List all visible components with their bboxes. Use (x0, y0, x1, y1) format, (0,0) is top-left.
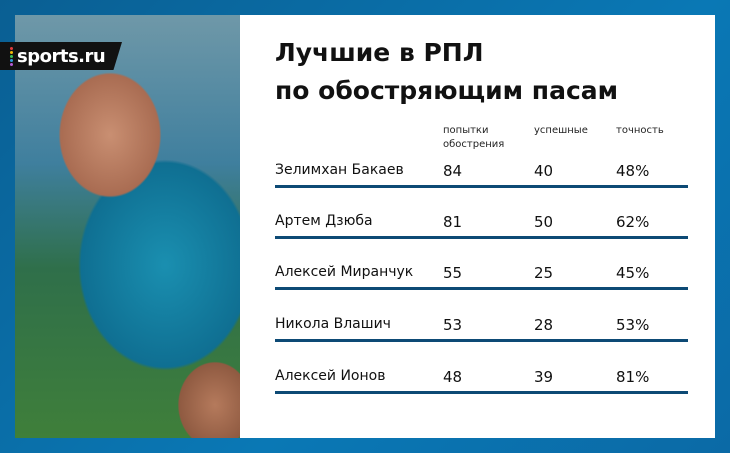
successful-value: 40 (534, 162, 554, 180)
table-row: Алексей Ионов 48 39 81% (275, 368, 688, 420)
attempts-value: 53 (443, 316, 463, 334)
accuracy-value: 62% (616, 213, 650, 231)
table-row: Артем Дзюба 81 50 62% (275, 213, 688, 265)
header-attempts-line2: обострения (443, 139, 505, 150)
player-name: Зелимхан Бакаев (275, 162, 404, 178)
attempts-value: 55 (443, 264, 463, 282)
attempts-value: 81 (443, 213, 463, 231)
successful-value: 28 (534, 316, 554, 334)
title-line-1: Лучшие в РПЛ (275, 38, 484, 67)
player-name: Артем Дзюба (275, 213, 373, 229)
accuracy-value: 81% (616, 368, 650, 386)
header-successful: успешные (534, 125, 588, 136)
logo-dots-icon (10, 46, 13, 66)
player-name: Алексей Ионов (275, 368, 386, 384)
row-divider (275, 339, 688, 342)
accuracy-value: 48% (616, 162, 650, 180)
page-title: Лучшие в РПЛ по обостряющим пасам (275, 34, 618, 110)
row-divider (275, 287, 688, 290)
logo-text: sports.ru (17, 45, 106, 67)
player-name: Алексей Миранчук (275, 264, 414, 280)
header-attempts: попытки обострения (443, 124, 504, 152)
table-row: Никола Влашич 53 28 53% (275, 316, 688, 368)
table-row: Алексей Миранчук 55 25 45% (275, 264, 688, 316)
header-attempts-line1: попытки (443, 125, 489, 136)
accuracy-value: 45% (616, 264, 650, 282)
player-photo (15, 15, 240, 438)
successful-value: 25 (534, 264, 554, 282)
row-divider (275, 236, 688, 239)
title-line-2: по обостряющим пасам (275, 76, 619, 105)
successful-value: 39 (534, 368, 554, 386)
player-name: Никола Влашич (275, 316, 391, 332)
row-divider (275, 391, 688, 394)
header-accuracy: точность (616, 125, 664, 136)
attempts-value: 84 (443, 162, 463, 180)
attempts-value: 48 (443, 368, 463, 386)
table-row: Зелимхан Бакаев 84 40 48% (275, 162, 688, 214)
row-divider (275, 185, 688, 188)
successful-value: 50 (534, 213, 554, 231)
accuracy-value: 53% (616, 316, 650, 334)
sports-ru-logo: sports.ru (0, 42, 122, 70)
